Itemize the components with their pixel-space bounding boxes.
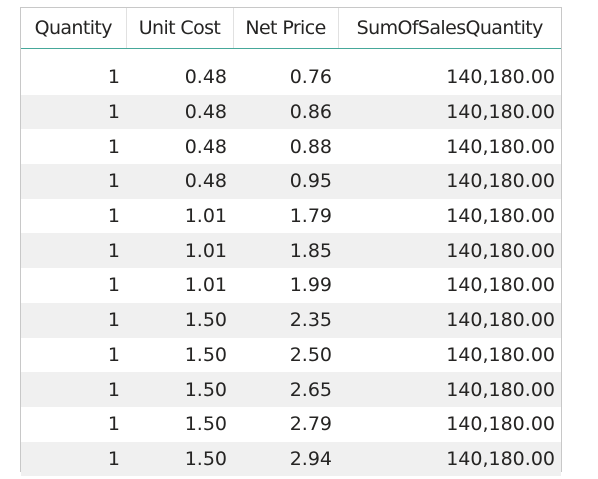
cell-net-price: 2.94 [233,441,338,477]
cell-sum-of-sales-quantity: 140,180.00 [338,441,561,477]
table-visual: Quantity Unit Cost Net Price SumOfSalesQ… [20,7,562,477]
cell-sum-of-sales-quantity: 140,180.00 [446,135,555,158]
cell-net-price: 1.79 [289,205,332,228]
cell-unit-cost: 0.48 [126,94,233,130]
cell-net-price: 2.65 [233,372,338,407]
table-row[interactable]: 1 1.50 2.65 140,180.00 [21,372,561,407]
cell-net-price: 1.99 [289,274,332,297]
cell-sum-of-sales-quantity: 140,180.00 [446,205,555,228]
cell-quantity: 1 [107,205,120,228]
cell-quantity: 1 [21,94,126,130]
cell-quantity: 1 [107,274,120,297]
cell-net-price: 1.85 [233,233,338,269]
cell-net-price: 0.95 [233,164,338,199]
cell-net-price: 0.88 [289,135,332,158]
cell-unit-cost: 1.50 [126,302,233,338]
cell-sum-of-sales-quantity: 140,180.00 [338,302,561,338]
cell-unit-cost: 1.01 [184,274,227,297]
cell-sum-of-sales-quantity: 140,180.00 [338,233,561,269]
cell-net-price: 2.50 [289,343,332,366]
cell-net-price: 0.76 [289,66,332,89]
cell-sum-of-sales-quantity: 140,180.00 [446,413,555,436]
cell-net-price: 2.35 [233,302,338,338]
table-row[interactable]: 1 1.01 1.85 140,180.00 [21,233,561,269]
column-header-net-price[interactable]: Net Price [233,8,339,49]
cell-sum-of-sales-quantity: 140,180.00 [446,343,555,366]
cell-unit-cost: 1.50 [184,343,227,366]
column-header-unit-cost[interactable]: Unit Cost [126,8,234,49]
cell-quantity: 1 [21,233,126,269]
header-spacer [21,48,561,60]
column-header-quantity[interactable]: Quantity [21,8,127,49]
header-row: Quantity Unit Cost Net Price SumOfSalesQ… [21,8,561,49]
table-row[interactable]: 1 1.01 1.99 140,180.00 [21,268,561,303]
cell-unit-cost: 1.01 [126,233,233,269]
cell-quantity: 1 [107,66,120,89]
table-row[interactable]: 1 1.50 2.50 140,180.00 [21,338,561,373]
cell-unit-cost: 1.50 [126,372,233,407]
cell-quantity: 1 [21,372,126,407]
table-row[interactable]: 1 0.48 0.76 140,180.00 [21,60,561,95]
cell-quantity: 1 [21,441,126,477]
cell-unit-cost: 0.48 [184,66,227,89]
table-row[interactable]: 1 1.50 2.35 140,180.00 [21,302,561,338]
table-row[interactable]: 1 1.50 2.94 140,180.00 [21,441,561,477]
cell-sum-of-sales-quantity: 140,180.00 [446,66,555,89]
cell-unit-cost: 1.50 [184,413,227,436]
column-header-sum-of-sales-quantity[interactable]: SumOfSalesQuantity [338,8,561,49]
cell-unit-cost: 0.48 [184,135,227,158]
cell-quantity: 1 [107,413,120,436]
cell-net-price: 2.79 [289,413,332,436]
table-row[interactable]: 1 0.48 0.86 140,180.00 [21,94,561,130]
cell-unit-cost: 0.48 [126,164,233,199]
cell-unit-cost: 1.50 [126,441,233,477]
cell-net-price: 0.86 [233,94,338,130]
cell-unit-cost: 1.01 [184,205,227,228]
data-table: Quantity Unit Cost Net Price SumOfSalesQ… [21,8,561,477]
table-row[interactable]: 1 0.48 0.88 140,180.00 [21,129,561,164]
table-row[interactable]: 1 1.50 2.79 140,180.00 [21,407,561,442]
table-header: Quantity Unit Cost Net Price SumOfSalesQ… [21,8,561,49]
cell-quantity: 1 [107,343,120,366]
cell-sum-of-sales-quantity: 140,180.00 [338,164,561,199]
table-row[interactable]: 1 0.48 0.95 140,180.00 [21,164,561,199]
cell-quantity: 1 [21,164,126,199]
cell-sum-of-sales-quantity: 140,180.00 [446,274,555,297]
cell-quantity: 1 [21,302,126,338]
cell-quantity: 1 [107,135,120,158]
table-row[interactable]: 1 1.01 1.79 140,180.00 [21,199,561,234]
cell-sum-of-sales-quantity: 140,180.00 [338,94,561,130]
table-body: 1 0.48 0.76 140,180.00 1 0.48 0.86 140,180.00 1 0… [21,48,561,477]
cell-sum-of-sales-quantity: 140,180.00 [338,372,561,407]
